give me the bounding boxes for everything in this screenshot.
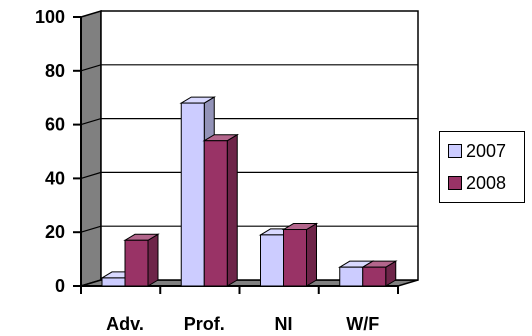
y-tick-label: 0 [55,276,65,296]
legend-label-series-1: 2007 [466,141,507,161]
y-tick-label: 100 [35,7,65,27]
gridlines [80,64,418,233]
bar-series-2-2 [202,133,240,287]
gridline [80,171,418,179]
x-axis-category-labels: Adv. Prof. NI W/F [106,314,379,334]
x-category-label: NI [275,314,293,334]
bar-series-2-3 [281,222,319,287]
legend: 2007 2008 [439,131,525,203]
gridline [80,64,418,72]
legend-item-series-2: 2008 [448,172,506,194]
x-category-label: Adv. [106,314,144,334]
legend-label-series-2: 2008 [466,173,507,193]
gridline [80,117,418,126]
bars [100,96,398,287]
y-tick-label: 80 [45,61,65,81]
legend-item-series-1: 2007 [448,140,506,162]
side-wall [80,9,102,288]
bar-series-2-1 [123,233,160,287]
y-tick-label: 60 [45,115,65,135]
y-axis-tick-labels: 0 20 40 60 80 100 [35,7,65,296]
bar-series-2-4 [360,260,398,287]
y-tick-label: 40 [45,168,65,188]
legend-swatch-series-1 [448,144,462,158]
legend-swatch-series-2 [448,176,462,190]
x-category-label: Prof. [184,314,225,334]
x-category-label: W/F [346,314,379,334]
y-tick-label: 20 [45,222,65,242]
